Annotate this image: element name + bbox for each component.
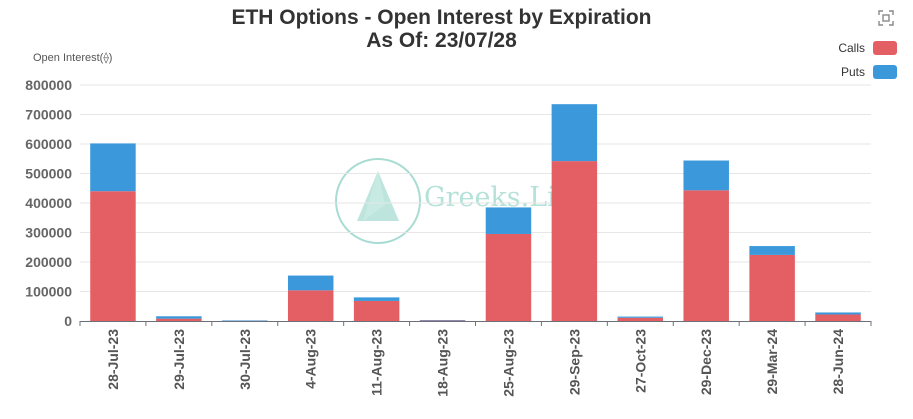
bar-calls[interactable]	[287, 290, 334, 321]
bar-puts[interactable]	[419, 320, 466, 321]
legend-swatch	[873, 40, 897, 55]
y-tick-label: 0	[64, 313, 72, 329]
x-tick-label: 29-Mar-24	[764, 329, 780, 395]
chart-subtitle-line: As Of: 23/07/28	[366, 29, 517, 52]
bar-puts[interactable]	[90, 143, 136, 192]
bar-calls[interactable]	[90, 191, 136, 321]
bar-calls[interactable]	[485, 233, 532, 321]
x-tick-label: 30-Jul-23	[237, 329, 253, 390]
y-tick-label: 600000	[25, 136, 72, 152]
x-tick-label: 27-Oct-23	[632, 329, 648, 393]
y-axis-label: Open Interest(⟠)	[33, 52, 113, 64]
legend: Calls Puts	[838, 40, 897, 88]
expand-icon[interactable]	[878, 10, 894, 26]
y-tick-label: 300000	[25, 225, 72, 241]
chart-title: ETH Options - Open Interest by Expiratio…	[0, 6, 883, 52]
bar-puts[interactable]	[683, 160, 729, 191]
bar-calls[interactable]	[749, 254, 795, 321]
x-tick-label: 28-Jun-24	[830, 329, 846, 395]
bar-calls[interactable]	[419, 320, 466, 321]
bar-calls[interactable]	[815, 314, 861, 321]
legend-item-puts[interactable]: Puts	[838, 64, 897, 79]
chart-title-line: ETH Options - Open Interest by Expiratio…	[231, 6, 652, 29]
greeks-live-logo-icon	[335, 158, 421, 244]
bar-puts[interactable]	[749, 246, 795, 255]
bar-calls[interactable]	[156, 318, 202, 321]
bar-puts[interactable]	[485, 207, 532, 234]
legend-swatch	[873, 64, 897, 79]
bar-puts[interactable]	[156, 316, 202, 319]
legend-item-calls[interactable]: Calls	[838, 40, 897, 55]
bar-calls[interactable]	[222, 320, 268, 322]
y-tick-label: 100000	[25, 284, 72, 300]
bar-puts[interactable]	[551, 104, 598, 162]
bar-calls[interactable]	[551, 161, 598, 321]
y-tick-label: 700000	[25, 107, 72, 123]
y-tick-label: 400000	[25, 195, 72, 211]
x-tick-label: 28-Jul-23	[105, 329, 121, 390]
x-tick-label: 18-Aug-23	[435, 329, 451, 397]
bar-calls[interactable]	[617, 317, 664, 321]
bar-puts[interactable]	[617, 316, 664, 318]
y-tick-label: 500000	[25, 166, 72, 182]
bar-puts[interactable]	[815, 312, 861, 315]
x-tick-label: 29-Jul-23	[171, 329, 187, 390]
bar-calls[interactable]	[353, 300, 400, 321]
bar-puts[interactable]	[353, 297, 400, 301]
bar-puts[interactable]	[287, 275, 334, 291]
x-tick-label: 25-Aug-23	[500, 329, 516, 397]
bar-calls[interactable]	[683, 190, 729, 321]
y-tick-label: 200000	[25, 254, 72, 270]
y-tick-label: 800000	[25, 77, 72, 93]
legend-label: Puts	[840, 64, 865, 79]
x-tick-label: 29-Dec-23	[698, 329, 714, 395]
legend-label: Calls	[838, 40, 865, 55]
x-tick-label: 29-Sep-23	[566, 329, 582, 395]
bar-puts[interactable]	[222, 320, 268, 321]
x-tick-label: 4-Aug-23	[303, 329, 319, 389]
x-tick-label: 11-Aug-23	[369, 329, 385, 396]
